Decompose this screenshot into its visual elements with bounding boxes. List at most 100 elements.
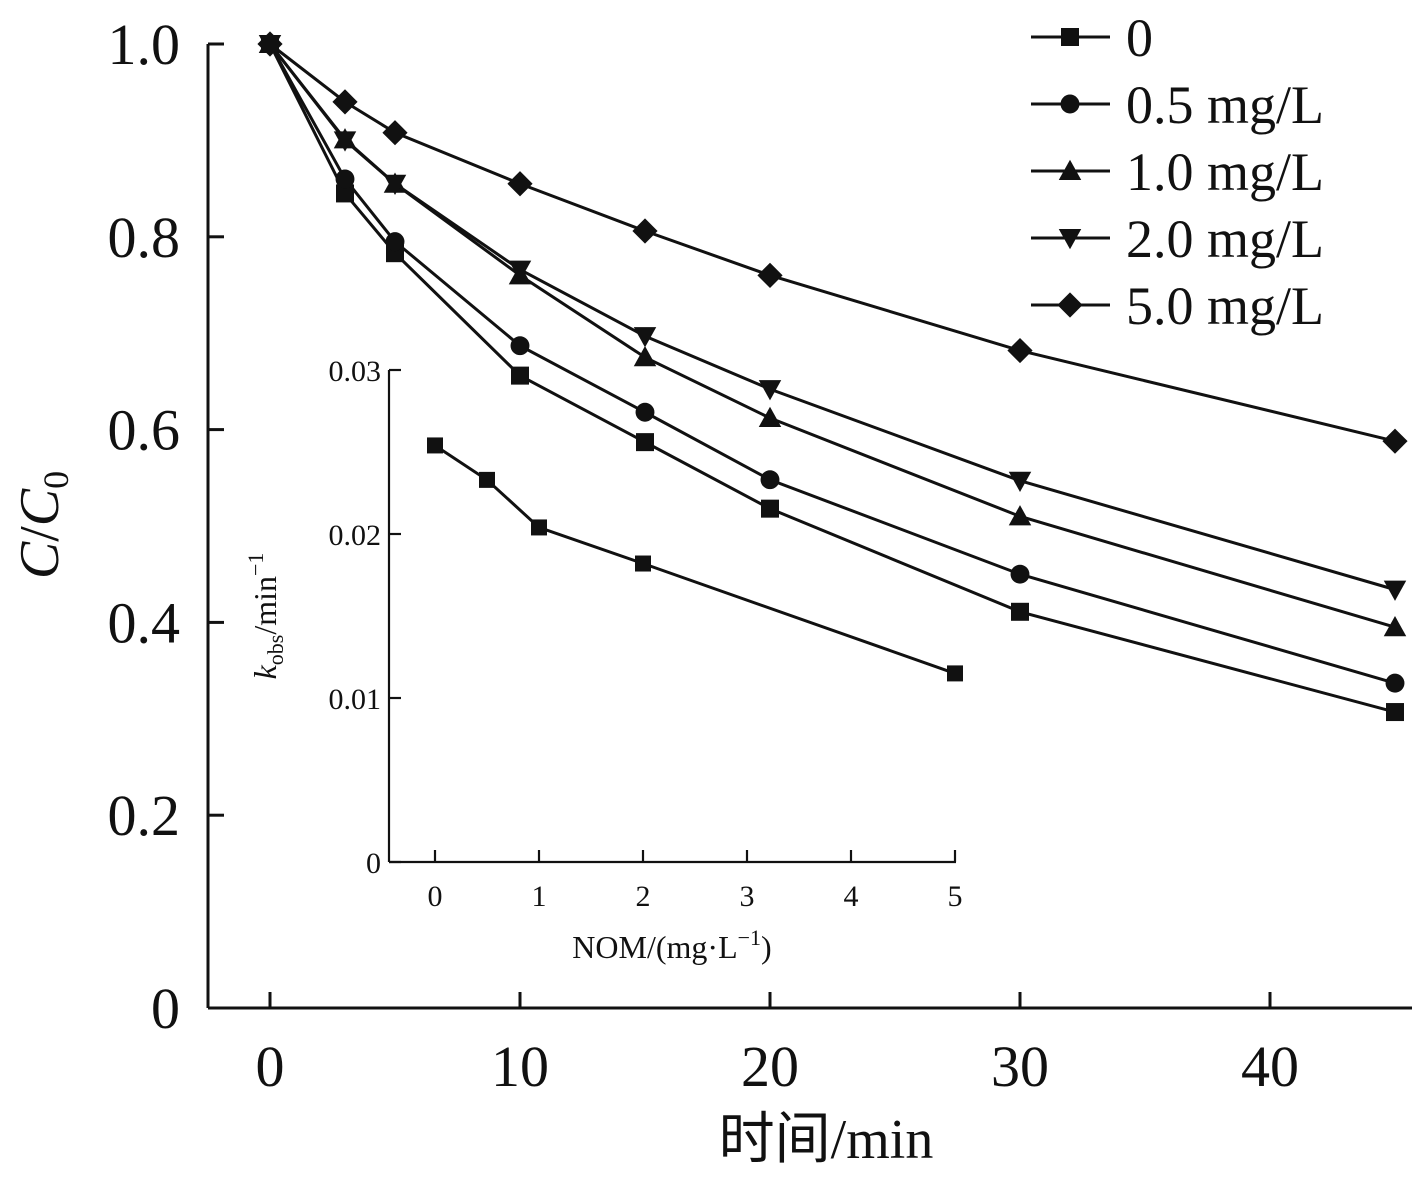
inset-y-tick-label: 0.03	[329, 355, 382, 388]
data-point-triangle-down	[383, 174, 407, 196]
inset-x-axis-label: NOM/(mg·L−1)	[572, 925, 771, 965]
main-series-1	[260, 34, 1405, 693]
main-series-group	[257, 31, 1408, 722]
data-point-circle	[760, 470, 780, 490]
inset-axes	[387, 370, 956, 864]
inset-x-tick-label: 0	[428, 880, 443, 913]
inset-series-line	[434, 444, 956, 675]
inset-y-tick-label: 0.01	[329, 683, 382, 716]
legend-marker-square	[1061, 28, 1079, 46]
data-point-diamond	[257, 31, 283, 57]
data-point-triangle-up	[1383, 615, 1407, 637]
legend-label: 2.0 mg/L	[1126, 209, 1324, 269]
legend-label: 0	[1126, 8, 1153, 68]
inset-y-tick-label: 0.02	[329, 519, 382, 552]
data-point-triangle-down	[1008, 471, 1032, 492]
inset-data-point-square	[479, 471, 495, 488]
legend-label: 5.0 mg/L	[1126, 276, 1324, 336]
inset-series-0	[427, 437, 963, 682]
legend-marker-circle	[1060, 94, 1080, 114]
inset-series-group	[427, 437, 963, 682]
inset-x-tick-label: 5	[948, 880, 963, 913]
main-axes	[206, 44, 1412, 1010]
inset-x-tick-label: 1	[532, 880, 547, 913]
main-y-label-c0: C	[9, 488, 71, 526]
inset-data-point-square	[635, 555, 651, 572]
inset-x-label-sup: −1	[738, 925, 761, 950]
inset-y-label-k: k	[247, 664, 283, 679]
main-y-tick-label: 0.6	[108, 398, 181, 463]
legend-marker-diamond	[1057, 292, 1083, 318]
main-x-tick-label: 20	[741, 1034, 799, 1099]
inset-x-label-main: NOM/(mg·L	[572, 929, 737, 965]
inset-x-label-end: )	[761, 929, 772, 965]
inset-y-ticks: 0 0.01 0.02 0.03	[329, 355, 401, 880]
legend-item: 0.5 mg/L	[1031, 75, 1324, 135]
main-x-tick-label: 30	[991, 1034, 1049, 1099]
data-point-circle	[635, 402, 655, 422]
legend-item: 1.0 mg/L	[1031, 142, 1324, 202]
main-x-axis-label: 时间/min	[719, 1109, 934, 1171]
data-point-diamond	[1382, 428, 1408, 454]
data-point-diamond	[757, 262, 783, 288]
main-y-tick-label: 0	[151, 976, 180, 1041]
main-series-0	[261, 35, 1404, 722]
data-point-diamond	[332, 89, 358, 115]
legend-marker-triangle-up	[1058, 159, 1082, 180]
data-point-circle	[510, 336, 530, 356]
data-point-square	[336, 184, 354, 203]
main-series-3	[258, 35, 1407, 601]
main-y-ticks: 0 0.2 0.4 0.6 0.8 1.0	[108, 12, 224, 1041]
main-x-tick-label: 10	[491, 1034, 549, 1099]
legend: 0 0.5 mg/L 1.0 mg/L 2.0 mg/L 5.0 mg/L	[1031, 8, 1324, 336]
data-point-triangle-up	[758, 406, 782, 428]
series-line	[268, 43, 1396, 685]
legend-item: 2.0 mg/L	[1031, 209, 1324, 269]
legend-label: 1.0 mg/L	[1126, 142, 1324, 202]
data-point-circle	[1385, 673, 1405, 693]
main-x-ticks: 0 10 20 30 40	[256, 992, 1299, 1099]
inset-y-axis-label: kobs/min−1	[243, 553, 288, 680]
inset-data-point-square	[947, 665, 963, 682]
inset-x-ticks: 0 1 2 3 4 5	[428, 850, 963, 913]
data-point-triangle-down	[508, 260, 532, 281]
inset-y-label-sup: −1	[243, 553, 268, 576]
legend-marker-triangle-down	[1058, 229, 1082, 250]
main-y-tick-label: 0.8	[108, 205, 181, 270]
data-point-triangle-down	[333, 131, 357, 152]
inset-y-tick-label: 0	[366, 847, 381, 880]
inset-x-tick-label: 4	[844, 880, 859, 913]
data-point-diamond	[632, 218, 658, 244]
main-y-tick-label: 1.0	[108, 12, 181, 77]
main-y-tick-label: 0.4	[108, 590, 181, 655]
data-point-circle	[335, 169, 355, 189]
data-point-square	[1386, 703, 1404, 722]
main-x-tick-label: 0	[256, 1034, 285, 1099]
data-point-triangle-up	[1008, 505, 1032, 526]
data-point-triangle-down	[633, 327, 657, 348]
inset-x-tick-label: 2	[636, 880, 651, 913]
main-x-tick-label: 40	[1241, 1034, 1299, 1099]
data-point-triangle-up	[633, 346, 657, 367]
data-point-square	[511, 366, 529, 385]
inset-data-point-square	[531, 519, 547, 536]
data-point-diamond	[1007, 337, 1033, 364]
data-point-square	[761, 499, 779, 518]
series-line	[268, 43, 1396, 592]
data-point-diamond	[382, 120, 408, 146]
series-line	[269, 42, 1396, 443]
legend-item: 0	[1031, 8, 1153, 68]
main-y-label-sub: 0	[36, 471, 76, 489]
inset-data-point-square	[427, 437, 443, 454]
data-point-square	[1011, 602, 1029, 621]
legend-item: 5.0 mg/L	[1031, 276, 1324, 336]
main-y-label-c: C	[9, 541, 71, 579]
inset-y-label-sub: obs	[263, 635, 288, 666]
main-y-axis-label: C/C0	[9, 471, 76, 579]
inset-y-label-mid: /min	[247, 576, 283, 635]
series-line	[268, 43, 1396, 714]
main-y-label-sep: /	[9, 526, 71, 542]
data-point-circle	[1010, 564, 1030, 584]
data-point-square	[636, 433, 654, 452]
